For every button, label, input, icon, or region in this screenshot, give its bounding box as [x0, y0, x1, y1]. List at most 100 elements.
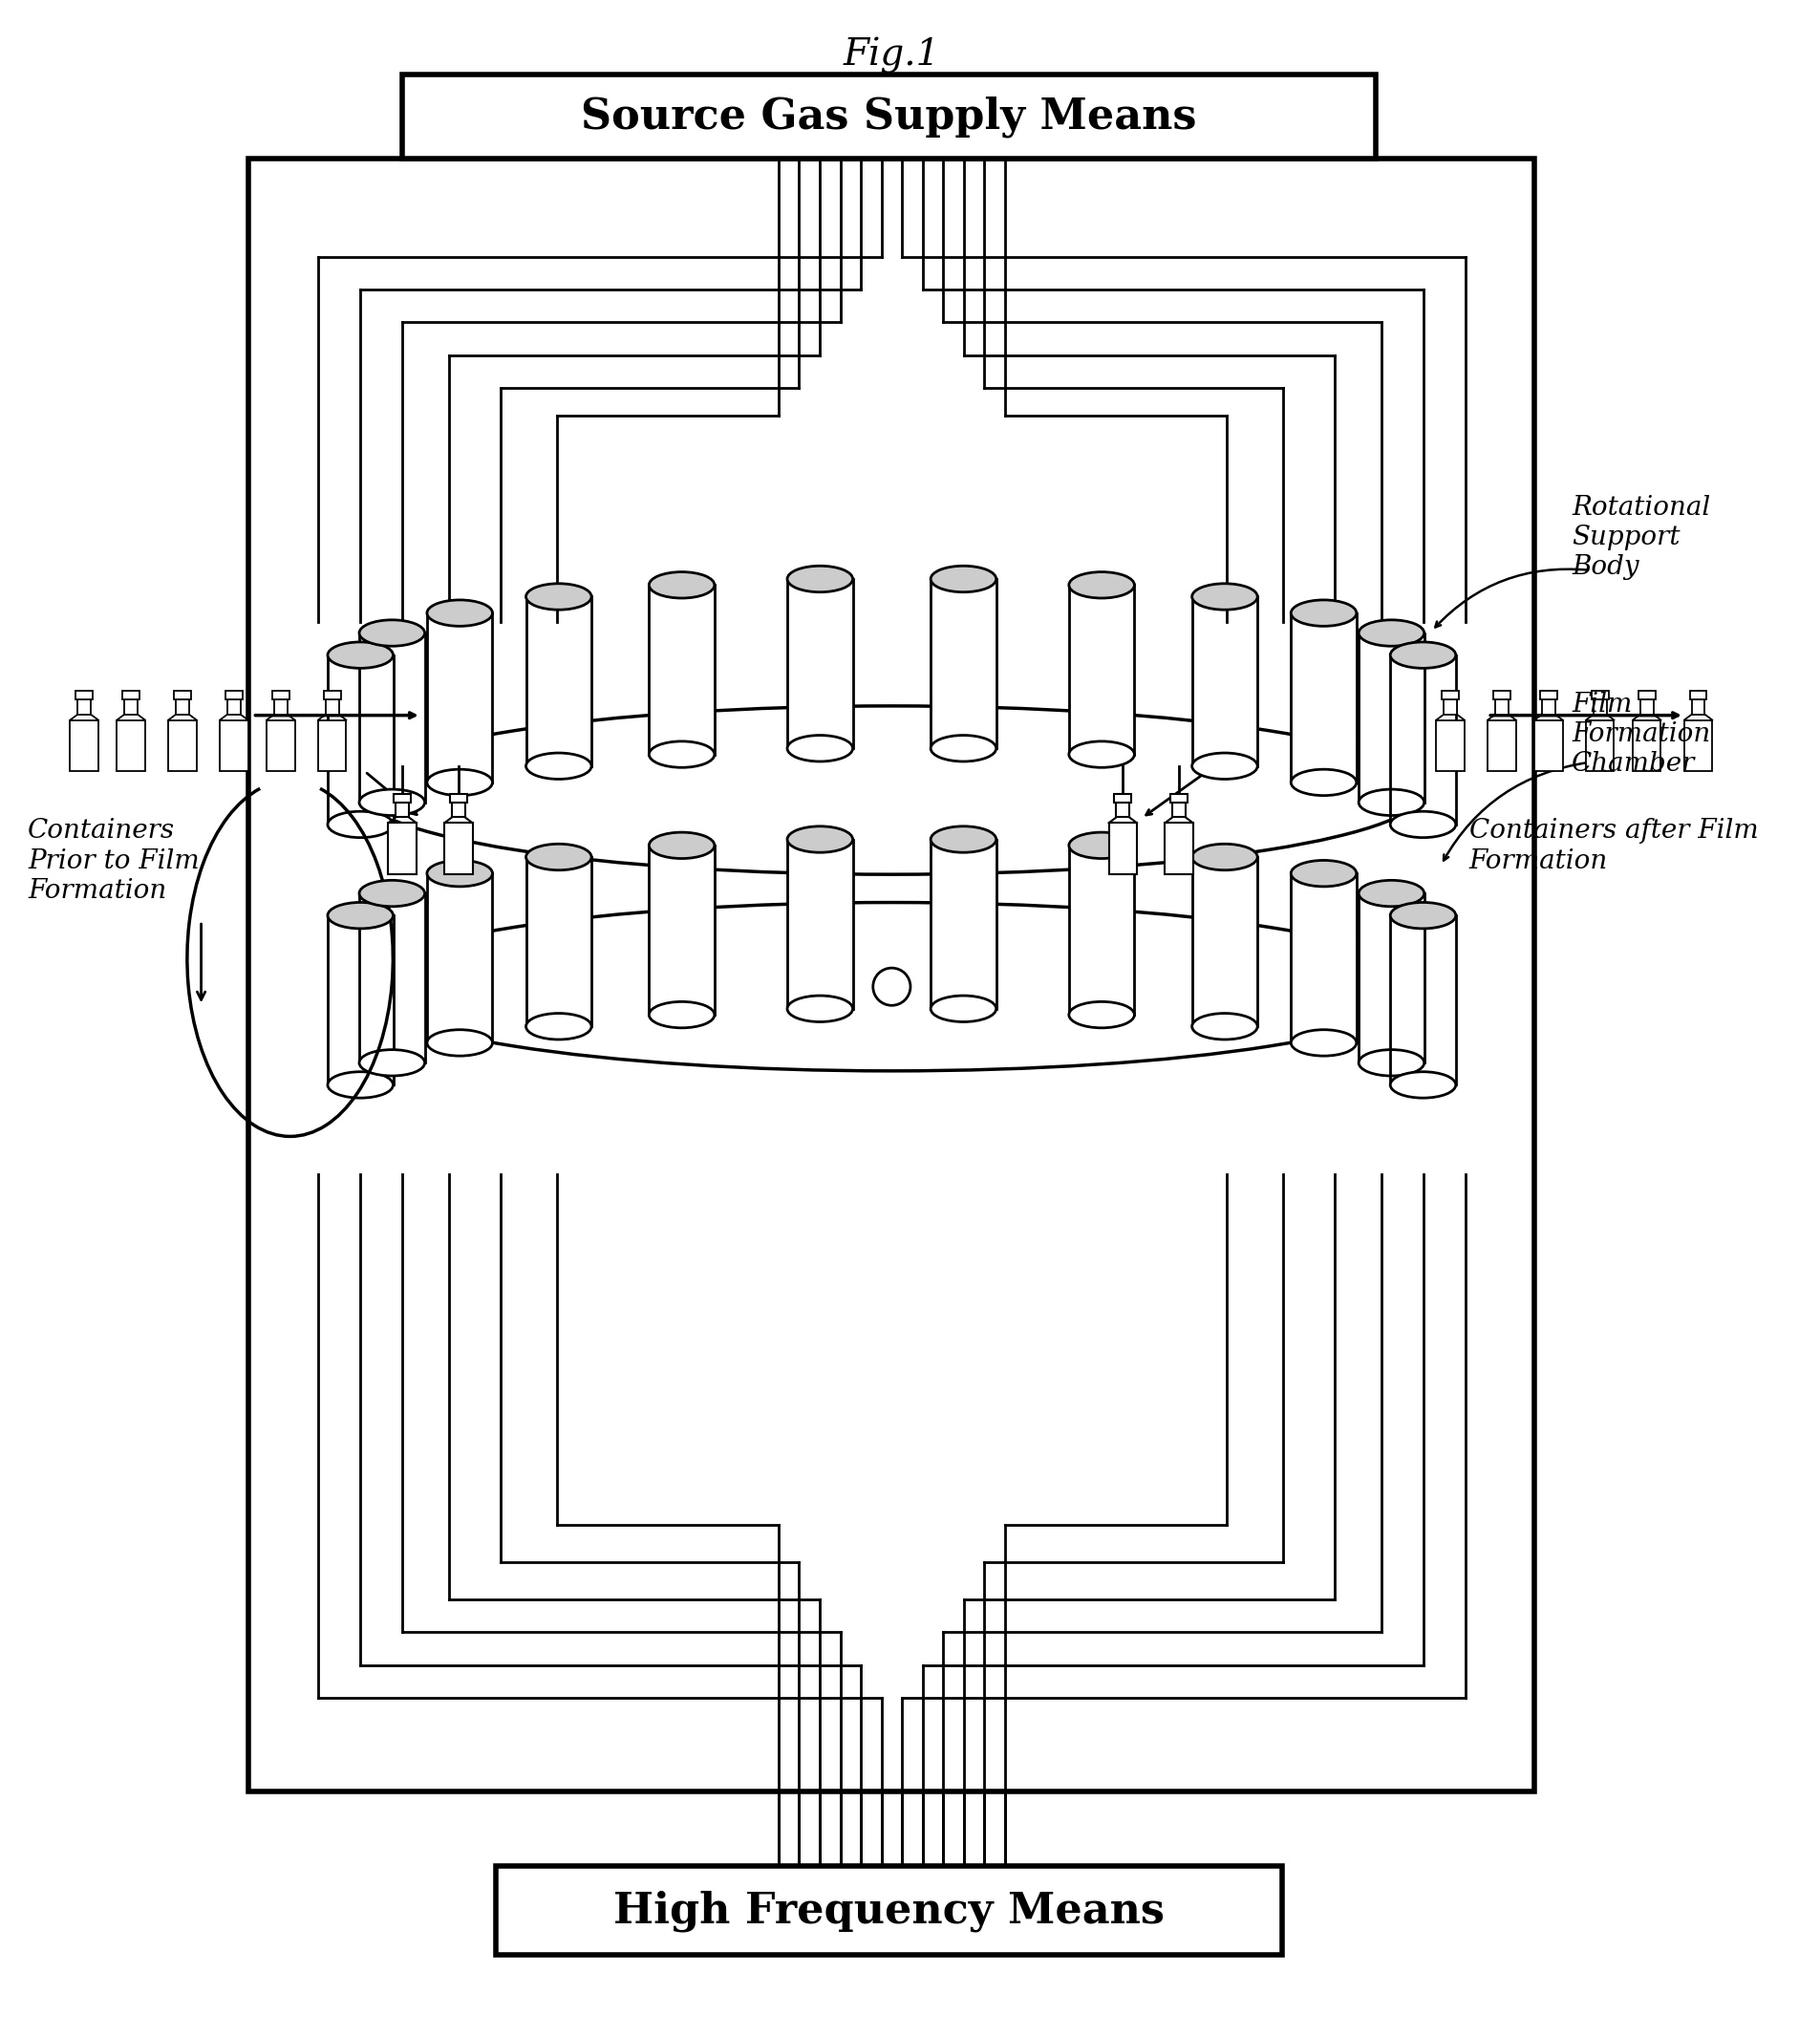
Ellipse shape [1358, 788, 1423, 815]
Ellipse shape [1358, 619, 1423, 646]
Ellipse shape [1290, 601, 1356, 625]
Text: Rotational
Support
Body: Rotational Support Body [1571, 495, 1709, 581]
Ellipse shape [786, 827, 852, 851]
Bar [1585, 719, 1613, 772]
Bar [1689, 691, 1705, 699]
Ellipse shape [328, 642, 393, 668]
Bar [318, 719, 346, 772]
Ellipse shape [930, 827, 996, 851]
Ellipse shape [786, 566, 852, 593]
Bar [324, 691, 340, 699]
Bar [930, 579, 996, 748]
Bar [328, 656, 393, 825]
Bar [1358, 634, 1423, 803]
Bar [1534, 719, 1562, 772]
Bar [175, 691, 191, 699]
Bar [1389, 656, 1454, 825]
Bar [1290, 874, 1356, 1043]
Ellipse shape [328, 811, 393, 837]
Bar [122, 691, 140, 699]
Bar [1116, 803, 1128, 817]
Bar [78, 699, 91, 715]
Bar [1591, 691, 1607, 699]
Bar [220, 719, 248, 772]
Ellipse shape [648, 1002, 713, 1029]
Bar [124, 699, 138, 715]
Bar [451, 803, 464, 817]
Ellipse shape [1192, 843, 1258, 870]
Ellipse shape [930, 566, 996, 593]
Bar [1170, 794, 1187, 803]
Bar [1436, 719, 1463, 772]
Text: High Frequency Means: High Frequency Means [613, 1890, 1165, 1931]
Bar [648, 845, 713, 1014]
Bar [444, 823, 471, 874]
Ellipse shape [1389, 642, 1454, 668]
Ellipse shape [648, 572, 713, 599]
Bar [1487, 719, 1514, 772]
Ellipse shape [1068, 833, 1134, 858]
Ellipse shape [359, 619, 424, 646]
Text: Film
Formation
Chamber: Film Formation Chamber [1571, 691, 1709, 776]
Ellipse shape [1290, 860, 1356, 886]
Ellipse shape [1290, 770, 1356, 796]
Ellipse shape [1192, 583, 1258, 609]
Bar [1638, 691, 1654, 699]
Bar [786, 839, 852, 1008]
Ellipse shape [930, 996, 996, 1023]
Bar [226, 691, 242, 699]
Bar [930, 839, 996, 1008]
Bar [1290, 613, 1356, 782]
Ellipse shape [426, 770, 491, 796]
Ellipse shape [786, 735, 852, 762]
Bar [1640, 699, 1653, 715]
Bar [71, 719, 98, 772]
Ellipse shape [359, 1049, 424, 1076]
Bar [1165, 823, 1192, 874]
Bar [526, 858, 592, 1027]
Ellipse shape [526, 1012, 592, 1039]
Bar [1068, 845, 1134, 1014]
Bar [228, 699, 240, 715]
Bar [1358, 894, 1423, 1063]
Bar [328, 915, 393, 1086]
Bar [1633, 719, 1660, 772]
Bar [1540, 691, 1556, 699]
Bar [359, 894, 424, 1063]
Bar [116, 719, 146, 772]
Ellipse shape [786, 996, 852, 1023]
Ellipse shape [1290, 1029, 1356, 1055]
Text: Containers
Prior to Film
Formation: Containers Prior to Film Formation [27, 819, 200, 904]
Bar [426, 874, 491, 1043]
Bar [76, 691, 93, 699]
Bar [1691, 699, 1704, 715]
Ellipse shape [648, 833, 713, 858]
Bar [1172, 803, 1185, 817]
Bar [248, 159, 1534, 1791]
Bar [648, 585, 713, 754]
Bar [1542, 699, 1554, 715]
Ellipse shape [526, 843, 592, 870]
Bar [326, 699, 339, 715]
Ellipse shape [1068, 1002, 1134, 1029]
Bar [1068, 585, 1134, 754]
Ellipse shape [426, 1029, 491, 1055]
Ellipse shape [526, 583, 592, 609]
Bar [359, 634, 424, 803]
Bar [273, 691, 289, 699]
Ellipse shape [359, 880, 424, 906]
Ellipse shape [1192, 754, 1258, 778]
Bar [1192, 597, 1258, 766]
Ellipse shape [328, 902, 393, 929]
Ellipse shape [1192, 1012, 1258, 1039]
Ellipse shape [426, 860, 491, 886]
Ellipse shape [1358, 880, 1423, 906]
Ellipse shape [1068, 572, 1134, 599]
Bar [1494, 699, 1507, 715]
Ellipse shape [359, 788, 424, 815]
Bar [275, 699, 288, 715]
Text: Containers after Film
Formation: Containers after Film Formation [1469, 819, 1758, 874]
Bar [450, 794, 466, 803]
Ellipse shape [526, 754, 592, 778]
Ellipse shape [1389, 902, 1454, 929]
